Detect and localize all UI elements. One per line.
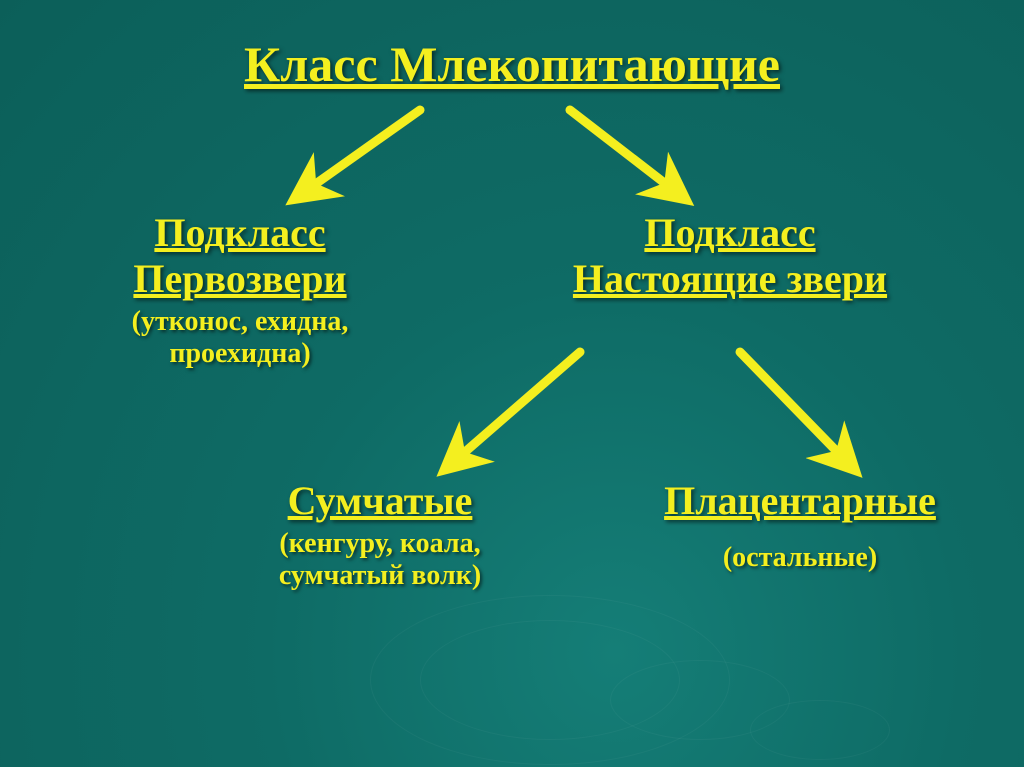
- arrow: [300, 110, 420, 195]
- arrow: [570, 110, 680, 195]
- arrow: [450, 352, 580, 465]
- arrow: [740, 352, 850, 465]
- arrows-layer: [0, 0, 1024, 767]
